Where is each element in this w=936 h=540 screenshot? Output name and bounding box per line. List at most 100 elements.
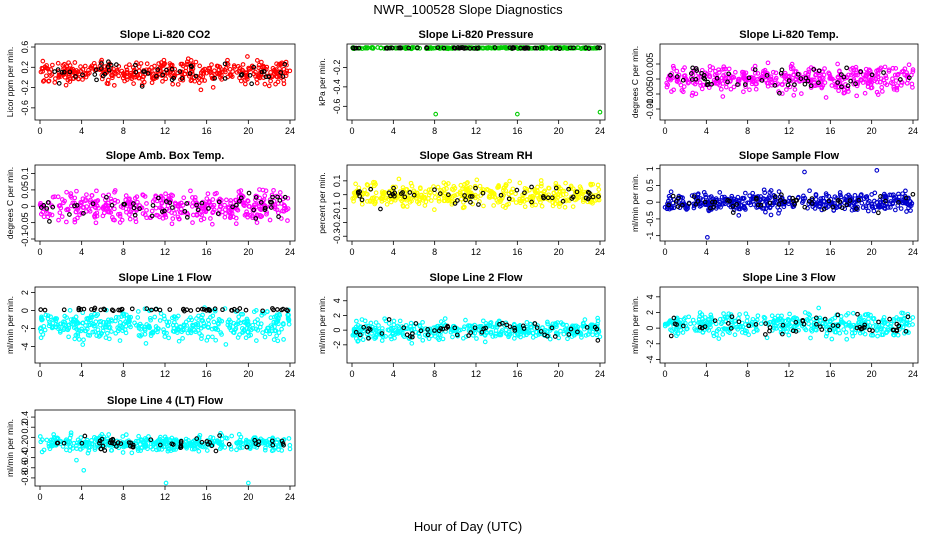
reference-point xyxy=(425,327,430,332)
data-point xyxy=(92,447,98,452)
data-point xyxy=(843,330,849,335)
series-black xyxy=(353,317,601,343)
data-point xyxy=(52,436,58,442)
data-point xyxy=(209,73,214,79)
reference-point xyxy=(131,205,137,211)
data-point xyxy=(181,195,187,201)
data-point xyxy=(43,312,49,318)
y-tick-label: -0.2 xyxy=(20,440,30,456)
data-point xyxy=(188,78,194,84)
data-point xyxy=(49,325,55,331)
y-tick-label: -4 xyxy=(20,343,30,351)
data-point xyxy=(513,200,519,205)
reference-point xyxy=(148,437,154,443)
reference-point xyxy=(821,206,827,212)
data-point xyxy=(120,434,126,439)
y-tick-label: 2 xyxy=(332,313,342,318)
data-point xyxy=(671,66,677,71)
reference-point xyxy=(590,194,596,200)
reference-point xyxy=(194,436,200,441)
reference-point xyxy=(725,79,730,85)
data-point xyxy=(557,204,562,209)
data-point xyxy=(498,329,504,335)
data-point xyxy=(279,448,285,453)
data-point xyxy=(110,214,115,220)
data-point xyxy=(829,336,835,342)
data-point xyxy=(254,76,260,82)
reference-point xyxy=(881,70,886,75)
data-point xyxy=(132,320,137,326)
data-point xyxy=(83,439,89,445)
y-tick-label: -0.5 xyxy=(645,211,655,227)
data-point xyxy=(588,181,593,187)
data-point xyxy=(228,319,233,325)
y-tick-label: -0.01 xyxy=(645,99,655,120)
data-point xyxy=(537,197,542,202)
reference-point xyxy=(793,329,799,334)
data-point xyxy=(477,183,483,189)
panel-title: Slope Amb. Box Temp. xyxy=(106,150,225,162)
data-point xyxy=(41,214,47,220)
x-tick-label: 12 xyxy=(471,247,481,257)
data-point xyxy=(242,81,248,87)
reference-point xyxy=(97,438,103,444)
reference-point xyxy=(222,61,228,67)
data-point xyxy=(230,69,235,74)
reference-point xyxy=(361,324,367,330)
data-point xyxy=(94,313,99,319)
data-point xyxy=(417,196,422,202)
reference-point xyxy=(44,206,50,211)
data-point xyxy=(159,201,165,206)
data-point xyxy=(835,61,840,67)
series-black xyxy=(38,190,288,224)
data-point xyxy=(891,318,897,324)
reference-point xyxy=(246,190,252,196)
data-point xyxy=(528,324,534,330)
x-tick-label: 8 xyxy=(121,126,126,136)
data-point xyxy=(272,324,277,329)
data-point xyxy=(202,78,207,83)
data-point xyxy=(263,445,268,451)
data-point xyxy=(152,63,157,69)
reference-point xyxy=(207,308,213,313)
outlier-point xyxy=(163,480,169,486)
data-point xyxy=(852,199,858,205)
data-point xyxy=(708,314,714,320)
data-point xyxy=(261,63,266,69)
data-point xyxy=(761,187,767,193)
data-point xyxy=(747,87,752,93)
data-point xyxy=(136,433,141,439)
reference-point xyxy=(793,319,799,325)
data-point xyxy=(427,190,433,196)
reference-point xyxy=(160,72,166,78)
reference-point xyxy=(506,196,512,202)
y-tick-label: 4 xyxy=(332,298,342,303)
data-point xyxy=(550,203,556,209)
data-point xyxy=(39,317,45,323)
data-point xyxy=(823,333,829,339)
x-tick-label: 20 xyxy=(243,126,253,136)
reference-point xyxy=(463,197,468,203)
data-point xyxy=(54,435,60,441)
data-point xyxy=(231,329,236,335)
reference-point xyxy=(586,46,592,51)
reference-point xyxy=(159,209,165,214)
reference-point xyxy=(386,317,392,322)
data-point xyxy=(813,196,819,202)
data-point xyxy=(284,70,289,76)
data-point xyxy=(85,450,91,456)
data-point xyxy=(506,333,512,338)
data-point xyxy=(729,193,735,199)
reference-point xyxy=(521,326,527,331)
reference-point xyxy=(529,199,534,205)
data-point xyxy=(104,324,109,330)
data-point xyxy=(750,190,756,196)
reference-point xyxy=(802,81,808,87)
reference-point xyxy=(411,192,417,198)
data-point xyxy=(676,319,682,325)
x-tick-label: 24 xyxy=(595,247,605,257)
x-tick-label: 12 xyxy=(784,369,794,379)
data-point xyxy=(372,180,378,185)
data-point xyxy=(88,317,93,323)
data-point xyxy=(58,205,64,211)
